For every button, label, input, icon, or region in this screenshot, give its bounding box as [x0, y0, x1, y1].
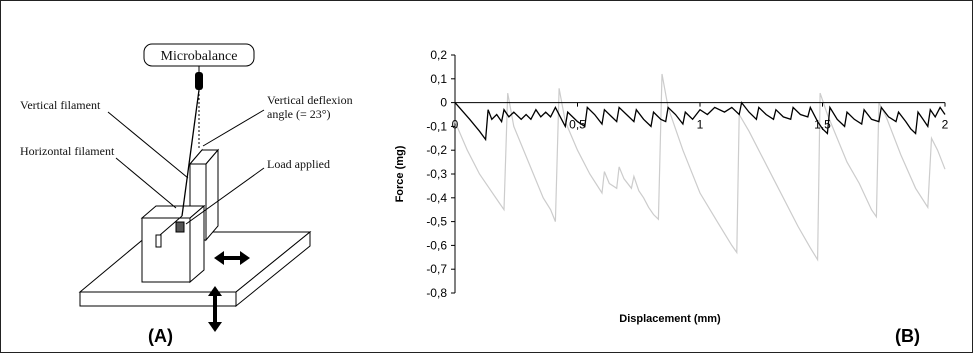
vertical-filament-label: Vertical filament	[20, 98, 101, 112]
vertical-filament	[181, 89, 200, 217]
deflection-label-1: Vertical deflexion	[267, 93, 353, 107]
y-tick-label: 0,2	[430, 48, 447, 62]
sample-box	[140, 204, 206, 284]
y-tick-label: 0,1	[430, 72, 447, 86]
balance-hook	[195, 72, 203, 90]
series-line-2	[454, 101, 946, 142]
left-pin	[155, 234, 162, 248]
y-tick-label: -0,3	[426, 167, 447, 181]
panel-label-a: (A)	[148, 326, 173, 346]
x-tick-label: 1	[697, 118, 704, 132]
series-line-1	[454, 73, 946, 262]
horizontal-filament	[159, 215, 183, 236]
x-tick-label: 0	[452, 118, 459, 132]
y-tick-label: -0,5	[426, 215, 447, 229]
x-tick-label: 2	[942, 118, 949, 132]
y-tick-label: -0,8	[426, 286, 447, 300]
load-block	[175, 221, 185, 233]
x-tick-label: 0,5	[569, 118, 586, 132]
y-tick-label: -0,6	[426, 238, 447, 252]
load-applied-label: Load applied	[267, 157, 330, 171]
y-axis-label: Force (mg)	[394, 145, 406, 202]
horizontal-arrow	[214, 251, 250, 265]
y-tick-label: -0,4	[426, 191, 447, 205]
microbalance-label: Microbalance	[161, 49, 238, 64]
vertical-arrow	[208, 286, 222, 332]
y-tick-label: -0,7	[426, 262, 447, 276]
apparatus-diagram: Microbalance Vertical filament Horizonta…	[20, 43, 353, 346]
x-tick-label: 1,5	[814, 118, 831, 132]
horizontal-filament-label: Horizontal filament	[20, 144, 115, 158]
force-chart: 0,2 0,1 0 -0,1 -0,2 -0,3 -0,4 -0,5 -0,6 -0,7 -0,8 0…	[394, 48, 949, 346]
x-axis-label: Displacement (mm)	[619, 313, 721, 325]
y-tick-label: 0	[440, 96, 447, 110]
deflection-label-2: angle (= 23°)	[267, 107, 331, 121]
panel-label-b: (B)	[895, 326, 920, 346]
y-tick-label: -0,1	[426, 119, 447, 133]
y-tick-label: -0,2	[426, 143, 447, 157]
